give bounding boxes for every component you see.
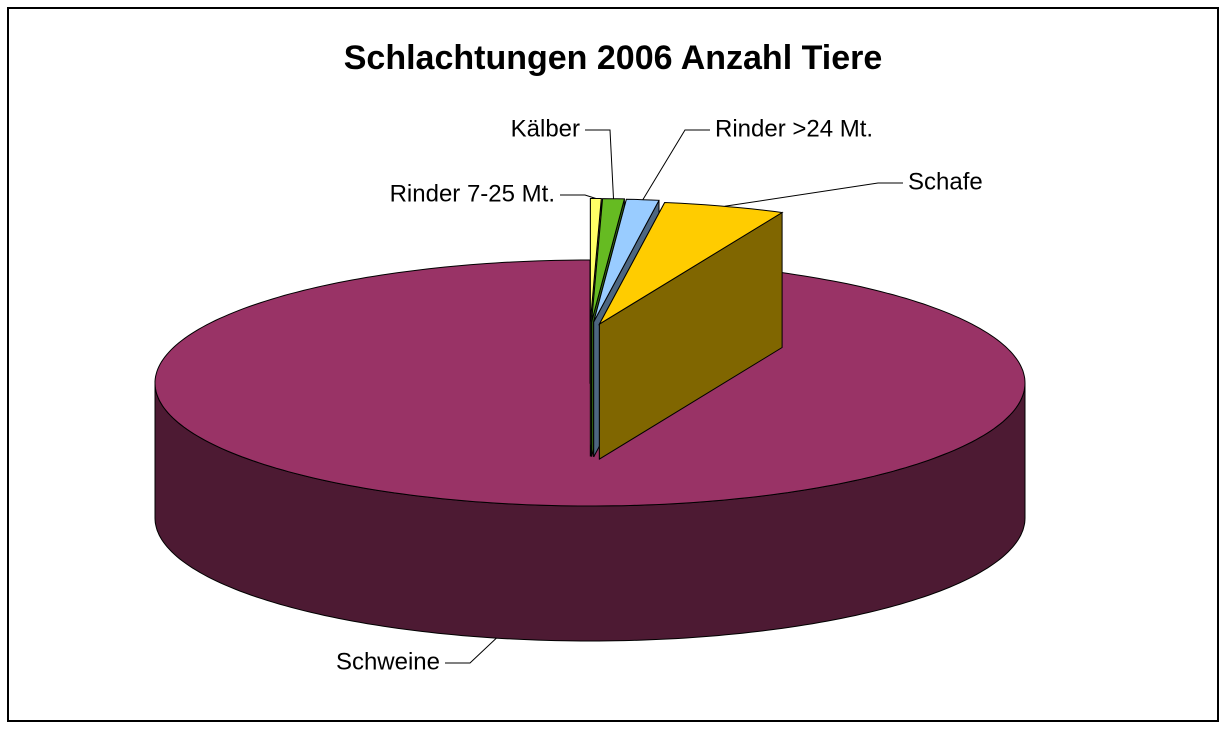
leader-line [560,194,597,199]
slice-label: Rinder >24 Mt. [715,115,873,142]
leader-line [585,129,614,199]
leader-line [445,637,497,664]
slice-label: Schweine [336,648,440,675]
slice-label: Rinder 7-25 Mt. [390,180,555,207]
slice-label: Kälber [511,115,580,142]
slice-top [591,198,626,322]
slice [598,201,784,460]
leader-line [642,129,710,200]
chart-title: Schlachtungen 2006 Anzahl Tiere [344,39,883,77]
slice-top [598,201,784,326]
leader-line [724,182,903,207]
slice-label: Schafe [908,168,983,195]
